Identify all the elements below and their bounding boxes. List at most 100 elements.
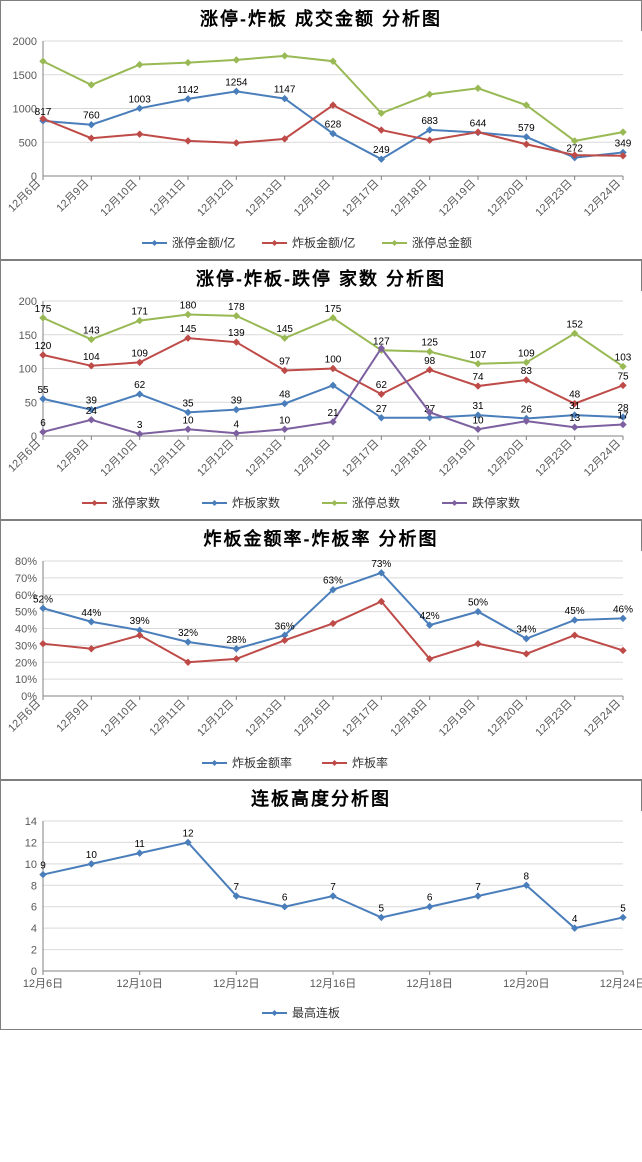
chart-3: 炸板金额率-炸板率 分析图0%10%20%30%40%50%60%70%80%1… — [0, 520, 642, 780]
svg-text:50%: 50% — [468, 598, 488, 609]
svg-text:17: 17 — [617, 411, 629, 422]
svg-text:109: 109 — [131, 348, 148, 359]
svg-text:80%: 80% — [15, 556, 37, 568]
svg-text:6: 6 — [427, 893, 433, 904]
svg-text:39%: 39% — [130, 616, 150, 627]
svg-text:628: 628 — [325, 120, 342, 131]
chart-4-svg: 0246810121412月6日12月10日12月12日12月16日12月18日… — [1, 811, 642, 1029]
svg-text:178: 178 — [228, 302, 245, 313]
svg-text:12月18日: 12月18日 — [406, 978, 452, 990]
svg-text:1254: 1254 — [225, 77, 248, 88]
chart-1-title: 涨停-炸板 成交金额 分析图 — [1, 1, 641, 31]
svg-text:50%: 50% — [15, 607, 37, 619]
svg-text:11: 11 — [134, 839, 145, 850]
svg-text:12月6日: 12月6日 — [23, 978, 63, 990]
svg-text:31: 31 — [569, 401, 581, 412]
svg-text:10: 10 — [86, 850, 98, 861]
svg-text:9: 9 — [40, 861, 46, 872]
svg-text:涨停总数: 涨停总数 — [352, 495, 400, 510]
svg-text:83: 83 — [521, 366, 533, 377]
svg-text:1500: 1500 — [13, 70, 37, 82]
svg-text:143: 143 — [83, 325, 100, 336]
svg-text:171: 171 — [131, 307, 148, 318]
svg-text:100: 100 — [325, 355, 342, 366]
chart-1-svg: 050010001500200012月6日12月9日12月10日12月11日12… — [1, 31, 642, 259]
svg-text:103: 103 — [615, 352, 632, 363]
chart-1: 涨停-炸板 成交金额 分析图050010001500200012月6日12月9日… — [0, 0, 642, 260]
svg-text:683: 683 — [421, 116, 438, 127]
svg-text:139: 139 — [228, 328, 245, 339]
svg-text:73%: 73% — [371, 559, 391, 570]
svg-text:20%: 20% — [15, 657, 37, 669]
svg-text:35: 35 — [182, 398, 194, 409]
svg-text:145: 145 — [276, 324, 293, 335]
svg-text:2: 2 — [31, 945, 37, 957]
chart-3-svg: 0%10%20%30%40%50%60%70%80%12月6日12月9日12月1… — [1, 551, 642, 779]
svg-text:40%: 40% — [15, 624, 37, 636]
svg-text:炸板家数: 炸板家数 — [232, 495, 280, 510]
svg-text:12月24日: 12月24日 — [600, 978, 642, 990]
svg-text:5: 5 — [379, 903, 385, 914]
svg-text:12月16日: 12月16日 — [310, 978, 356, 990]
svg-text:炸板金额/亿: 炸板金额/亿 — [292, 235, 355, 250]
svg-text:7: 7 — [330, 882, 336, 893]
svg-text:63%: 63% — [323, 576, 343, 587]
svg-text:10: 10 — [182, 415, 194, 426]
svg-text:27: 27 — [376, 404, 388, 415]
svg-text:62: 62 — [376, 380, 388, 391]
svg-text:39: 39 — [231, 396, 243, 407]
svg-text:125: 125 — [421, 338, 438, 349]
svg-text:24: 24 — [86, 406, 98, 417]
svg-text:579: 579 — [518, 123, 535, 134]
chart-3-title: 炸板金额率-炸板率 分析图 — [1, 521, 641, 551]
svg-text:145: 145 — [180, 324, 197, 335]
svg-text:21: 21 — [327, 408, 339, 419]
svg-text:55: 55 — [37, 385, 49, 396]
svg-text:1142: 1142 — [177, 85, 199, 96]
svg-text:107: 107 — [470, 350, 487, 361]
svg-text:8: 8 — [31, 880, 37, 892]
svg-text:10: 10 — [25, 859, 37, 871]
svg-text:120: 120 — [35, 341, 52, 352]
svg-text:31: 31 — [472, 401, 484, 412]
svg-text:跌停家数: 跌停家数 — [472, 495, 520, 510]
svg-text:48: 48 — [569, 390, 581, 401]
svg-text:104: 104 — [83, 352, 100, 363]
svg-text:12月12日: 12月12日 — [213, 978, 259, 990]
svg-text:涨停金额/亿: 涨停金额/亿 — [172, 235, 235, 250]
svg-text:52%: 52% — [33, 594, 53, 605]
svg-text:152: 152 — [566, 319, 583, 330]
svg-text:36%: 36% — [275, 621, 295, 632]
svg-text:3: 3 — [137, 420, 143, 431]
chart-4-title: 连板高度分析图 — [1, 781, 641, 811]
svg-text:32%: 32% — [178, 628, 198, 639]
svg-text:62: 62 — [134, 380, 146, 391]
svg-text:175: 175 — [325, 304, 342, 315]
svg-text:6: 6 — [31, 902, 37, 914]
svg-text:180: 180 — [180, 301, 197, 312]
svg-text:98: 98 — [424, 356, 436, 367]
svg-text:涨停总金额: 涨停总金额 — [412, 235, 472, 250]
svg-text:760: 760 — [83, 111, 100, 122]
svg-text:109: 109 — [518, 348, 535, 359]
svg-text:7: 7 — [475, 882, 481, 893]
chart-2-title: 涨停-炸板-跌停 家数 分析图 — [1, 261, 641, 291]
svg-text:10%: 10% — [15, 674, 37, 686]
svg-text:4: 4 — [572, 914, 578, 925]
svg-text:28%: 28% — [226, 635, 246, 646]
svg-text:150: 150 — [19, 330, 37, 342]
svg-text:炸板率: 炸板率 — [352, 755, 388, 770]
svg-text:8: 8 — [524, 871, 530, 882]
svg-text:1000: 1000 — [13, 104, 37, 116]
svg-text:12: 12 — [182, 828, 194, 839]
svg-text:炸板金额率: 炸板金额率 — [232, 755, 292, 770]
svg-text:2000: 2000 — [13, 36, 37, 48]
svg-text:26: 26 — [521, 404, 533, 415]
svg-text:12月10日: 12月10日 — [116, 978, 162, 990]
svg-text:50: 50 — [25, 397, 37, 409]
svg-text:7: 7 — [234, 882, 240, 893]
svg-text:14: 14 — [25, 816, 37, 828]
svg-text:5: 5 — [620, 903, 626, 914]
svg-text:10: 10 — [279, 415, 291, 426]
svg-text:45%: 45% — [565, 606, 585, 617]
